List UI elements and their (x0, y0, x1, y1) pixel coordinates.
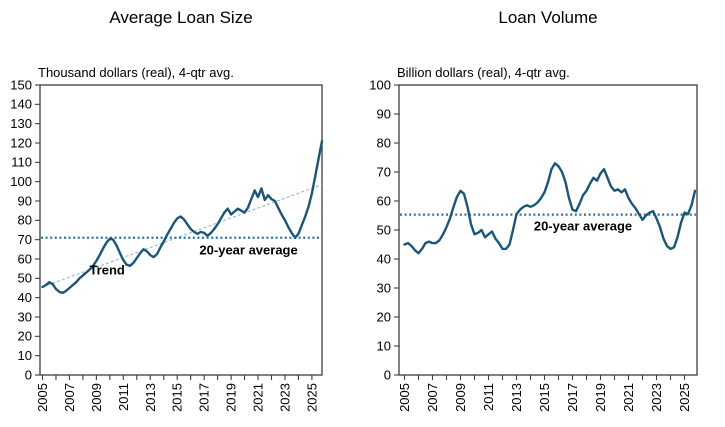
chart-title-loan-volume: Loan Volume (498, 8, 598, 27)
svg-text:100: 100 (10, 174, 32, 189)
svg-text:10: 10 (377, 338, 391, 353)
svg-text:140: 140 (10, 97, 32, 112)
svg-text:2019: 2019 (593, 383, 608, 412)
svg-text:0: 0 (25, 367, 32, 382)
svg-text:90: 90 (377, 106, 391, 121)
svg-text:2011: 2011 (116, 383, 131, 411)
svg-text:2025: 2025 (304, 383, 319, 412)
twenty-year-average-label-right: 20-year average (533, 218, 633, 234)
svg-text:2015: 2015 (537, 383, 552, 412)
svg-text:2017: 2017 (197, 383, 212, 412)
svg-text:10: 10 (18, 348, 32, 363)
svg-text:40: 40 (18, 290, 32, 305)
svg-text:2007: 2007 (425, 383, 440, 412)
svg-text:50: 50 (18, 271, 32, 286)
svg-text:130: 130 (10, 116, 32, 131)
svg-text:110: 110 (11, 155, 32, 170)
svg-text:20: 20 (377, 309, 391, 324)
chart-subtitle-average-loan-size: Thousand dollars (real), 4-qtr avg. (38, 65, 234, 80)
svg-text:2005: 2005 (397, 383, 412, 412)
svg-text:2023: 2023 (649, 383, 664, 412)
svg-text:50: 50 (377, 222, 391, 237)
svg-text:80: 80 (18, 213, 32, 228)
svg-text:70: 70 (377, 164, 391, 179)
svg-text:150: 150 (10, 77, 32, 92)
svg-text:2007: 2007 (62, 383, 77, 412)
chart-title-average-loan-size: Average Loan Size (109, 8, 253, 27)
chart-subtitle-loan-volume: Billion dollars (real), 4-qtr avg. (397, 65, 570, 80)
svg-text:2009: 2009 (89, 383, 104, 412)
svg-text:0: 0 (384, 367, 391, 382)
svg-text:2025: 2025 (677, 383, 692, 412)
svg-text:30: 30 (377, 280, 391, 295)
svg-text:2005: 2005 (35, 383, 50, 412)
svg-text:100: 100 (369, 77, 391, 92)
svg-text:2019: 2019 (224, 383, 239, 412)
svg-text:70: 70 (18, 232, 32, 247)
svg-text:40: 40 (377, 251, 391, 266)
svg-text:2011: 2011 (481, 383, 496, 411)
svg-text:80: 80 (377, 135, 391, 150)
trend-line-label: Trend (89, 262, 125, 278)
svg-text:60: 60 (18, 251, 32, 266)
svg-text:2017: 2017 (565, 383, 580, 412)
twenty-year-average-label-left: 20-year average (199, 242, 298, 258)
svg-text:2013: 2013 (509, 383, 524, 412)
svg-text:120: 120 (10, 135, 32, 150)
svg-text:2021: 2021 (251, 383, 266, 412)
svg-text:60: 60 (377, 193, 391, 208)
svg-text:2021: 2021 (621, 383, 636, 412)
svg-text:2015: 2015 (170, 383, 185, 412)
svg-text:2009: 2009 (453, 383, 468, 412)
svg-text:2023: 2023 (277, 383, 292, 412)
svg-text:90: 90 (18, 193, 32, 208)
svg-text:20: 20 (18, 329, 32, 344)
svg-text:30: 30 (18, 309, 32, 324)
svg-text:2013: 2013 (143, 383, 158, 412)
